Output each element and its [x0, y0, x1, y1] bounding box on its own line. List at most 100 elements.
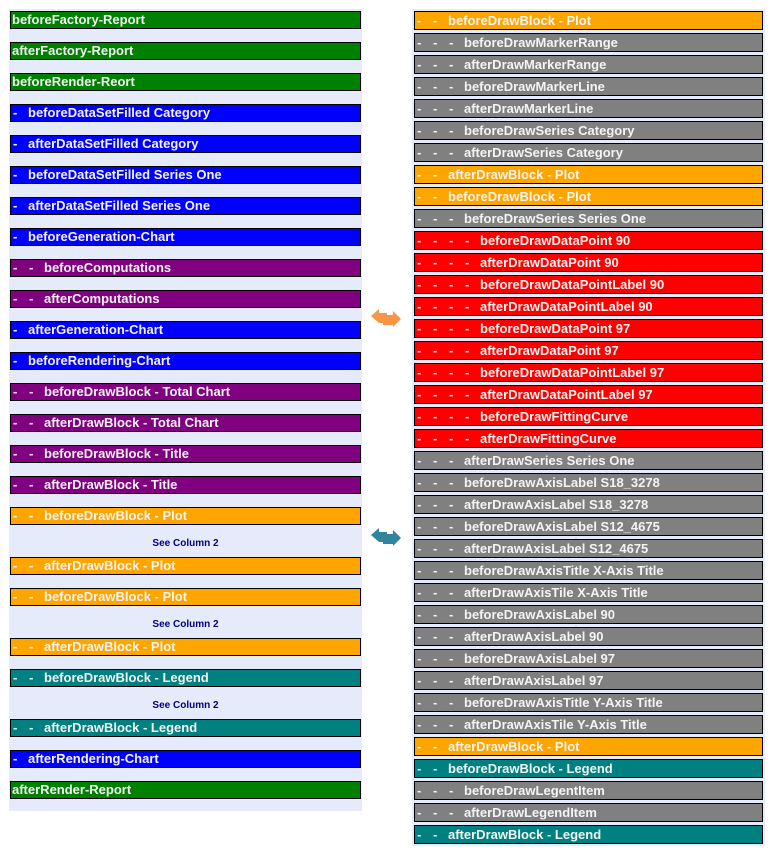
indent-dash: - — [29, 670, 34, 685]
event-row: afterFactory-Report — [10, 42, 361, 60]
indent-dash: - — [29, 415, 34, 430]
event-label: afterDrawSeries Series One — [464, 452, 635, 468]
event-row: - - beforeDrawBlock - Plot — [10, 507, 361, 525]
event-label: beforeDrawSeries Series One — [464, 210, 647, 226]
indent-dash: - — [417, 210, 422, 226]
indent-dash: - — [417, 584, 422, 600]
event-row: - - - beforeDrawAxisLabel S18_3278 — [414, 473, 763, 492]
indent-dash: - — [449, 364, 454, 380]
indent-dash: - — [449, 144, 454, 160]
indent-dash: - — [417, 188, 422, 204]
indent-dash: - — [449, 430, 454, 446]
event-label: beforeDrawAxisLabel S12_4675 — [464, 518, 660, 534]
event-label: beforeDrawBlock - Total Chart — [44, 384, 231, 399]
event-column-2: - - beforeDrawBlock - Plot - - - beforeDrawMar… — [412, 9, 765, 846]
indent-dash: - — [433, 452, 438, 468]
event-row: - - - - beforeDrawDataPointLabel 97 — [414, 363, 763, 382]
indent-dash: - — [433, 320, 438, 336]
indent-dash: - — [13, 322, 18, 337]
event-label: afterFactory-Report — [12, 43, 134, 58]
indent-dash: - — [449, 78, 454, 94]
indent-dash: - — [465, 232, 470, 248]
indent-dash: - — [417, 144, 422, 160]
event-label: afterRendering-Chart — [28, 751, 159, 766]
event-row: - - - - beforeDrawFittingCurve — [414, 407, 763, 426]
event-label: beforeDrawBlock - Plot — [448, 188, 592, 204]
event-row: - - - - beforeDrawDataPointLabel 90 — [414, 275, 763, 294]
event-label: afterDrawMarkerLine — [464, 100, 594, 116]
indent-dash: - — [433, 56, 438, 72]
indent-dash: - — [449, 606, 454, 622]
event-label: afterDrawAxisLabel S12_4675 — [464, 540, 649, 556]
indent-dash: - — [13, 446, 18, 461]
event-row: - - beforeComputations — [10, 259, 361, 277]
indent-dash: - — [465, 430, 470, 446]
event-row: - - - beforeDrawAxisTitle X-Axis Title — [414, 561, 763, 580]
event-row: - - afterDrawBlock - Legend — [10, 719, 361, 737]
indent-dash: - — [433, 672, 438, 688]
indent-dash: - — [29, 508, 34, 523]
indent-dash: - — [13, 670, 18, 685]
double-arrow-icon — [371, 528, 401, 546]
event-label: afterDataSetFilled Category — [28, 136, 199, 151]
indent-dash: - — [465, 342, 470, 358]
indent-dash: - — [417, 694, 422, 710]
indent-dash: - — [449, 232, 454, 248]
indent-dash: - — [417, 232, 422, 248]
event-row: - - beforeDrawBlock - Plot — [414, 187, 763, 206]
event-label: beforeDrawAxisTitle Y-Axis Title — [464, 694, 663, 710]
indent-dash: - — [449, 122, 454, 138]
event-row: beforeRender-Reort — [10, 73, 361, 91]
event-row: - - - beforeDrawAxisLabel 90 — [414, 605, 763, 624]
event-row: - - - beforeDrawMarkerLine — [414, 77, 763, 96]
event-row: - - beforeDrawBlock - Title — [10, 445, 361, 463]
indent-dash: - — [449, 650, 454, 666]
indent-dash: - — [433, 386, 438, 402]
indent-dash: - — [29, 589, 34, 604]
indent-dash: - — [417, 826, 422, 842]
event-label: afterDrawBlock - Plot — [448, 738, 580, 754]
indent-dash: - — [417, 474, 422, 490]
event-row: - - - afterDrawAxisLabel S12_4675 — [414, 539, 763, 558]
indent-dash: - — [449, 408, 454, 424]
indent-dash: - — [433, 34, 438, 50]
event-row: - - afterDrawBlock - Legend — [414, 825, 763, 844]
indent-dash: - — [449, 782, 454, 798]
indent-dash: - — [13, 720, 18, 735]
event-label: afterDrawSeries Category — [464, 144, 623, 160]
indent-dash: - — [465, 386, 470, 402]
event-label: beforeRendering-Chart — [28, 353, 171, 368]
indent-dash: - — [417, 56, 422, 72]
event-label: beforeComputations — [44, 260, 172, 275]
event-label: afterDrawDataPoint 90 — [480, 254, 619, 270]
indent-dash: - — [449, 276, 454, 292]
indent-dash: - — [29, 558, 34, 573]
indent-dash: - — [29, 260, 34, 275]
indent-dash: - — [433, 474, 438, 490]
event-label: afterDrawBlock - Plot — [44, 558, 176, 573]
indent-dash: - — [449, 320, 454, 336]
indent-dash: - — [417, 518, 422, 534]
indent-dash: - — [433, 100, 438, 116]
event-label: beforeDrawMarkerLine — [464, 78, 605, 94]
indent-dash: - — [433, 430, 438, 446]
event-row: - - afterDrawBlock - Total Chart — [10, 414, 361, 432]
event-label: afterDataSetFilled Series One — [28, 198, 211, 213]
event-row: - - beforeDrawBlock - Legend — [414, 759, 763, 778]
event-row: afterRender-Report — [10, 781, 361, 799]
event-row: - - beforeDrawBlock - Plot — [10, 588, 361, 606]
event-label: afterDrawLegendItem — [464, 804, 597, 820]
event-row: - - - afterDrawAxisLabel 97 — [414, 671, 763, 690]
indent-dash: - — [465, 276, 470, 292]
indent-dash: - — [449, 452, 454, 468]
indent-dash: - — [13, 508, 18, 523]
indent-dash: - — [449, 210, 454, 226]
indent-dash: - — [433, 496, 438, 512]
event-row: - - afterDrawBlock - Title — [10, 476, 361, 494]
indent-dash: - — [417, 804, 422, 820]
indent-dash: - — [417, 298, 422, 314]
event-row: - afterDataSetFilled Category — [10, 135, 361, 153]
event-row: - - - afterDrawSeries Series One — [414, 451, 763, 470]
event-label: afterDrawBlock - Title — [44, 477, 178, 492]
event-row: - - - - afterDrawFittingCurve — [414, 429, 763, 448]
